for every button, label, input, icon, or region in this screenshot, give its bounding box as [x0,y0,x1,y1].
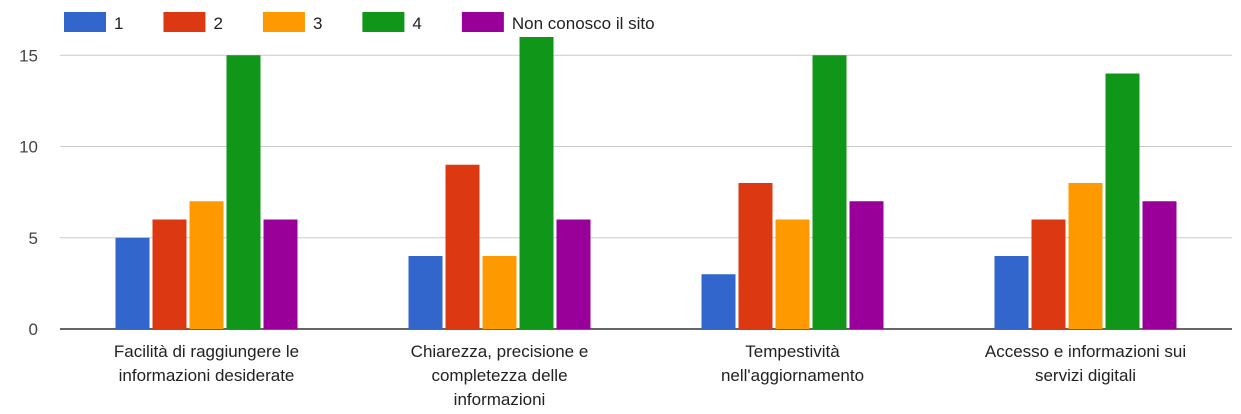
y-axis: 0 5 10 15 [19,46,38,339]
legend-swatch [262,12,305,32]
legend-item: 2 [163,12,223,33]
x-category-label: Facilità di raggiungere le informazioni d… [114,342,299,385]
legend: 1 2 3 4 Non conosco il sito [64,12,655,33]
legend-item: Non conosco il sito [461,12,655,33]
x-axis: Facilità di raggiungere le informazioni d… [114,342,1186,409]
legend-swatch [64,12,106,32]
bar-series-3-cat-2 [482,256,517,329]
bar-series-non-conosco-il-sito-cat-3 [849,201,884,329]
legend-swatch [461,12,504,32]
bar-series-1-cat-2 [408,256,443,329]
bar-series-non-conosco-il-sito-cat-4 [1142,201,1177,329]
bar-series-1-cat-3 [701,274,736,329]
x-category-label: Tempestività nell'aggiornamento [721,342,864,385]
bar-series-3-cat-4 [1068,183,1103,329]
legend-label: Non conosco il sito [512,14,655,33]
bar-series-4-cat-4 [1105,73,1140,329]
legend-label: 2 [213,14,222,33]
legend-item: 1 [64,12,123,33]
legend-item: 4 [362,12,422,33]
bar-series-4-cat-3 [812,55,847,329]
bar-series-1-cat-4 [994,256,1029,329]
bar-series-2-cat-2 [445,164,480,329]
legend-swatch [362,12,405,32]
bar-series-non-conosco-il-sito-cat-2 [556,219,591,329]
y-tick-label: 0 [29,320,38,339]
bar-series-1-cat-1 [115,237,150,329]
bar-series-4-cat-1 [226,55,261,329]
bars [115,37,1177,329]
bar-series-2-cat-4 [1031,219,1066,329]
legend-item: 3 [262,12,322,33]
legend-label: 4 [412,14,421,33]
bar-series-2-cat-1 [152,219,187,329]
legend-label: 3 [313,14,322,33]
legend-label: 1 [114,14,123,33]
y-tick-label: 10 [19,138,38,157]
y-tick-label: 15 [19,46,38,65]
bar-series-4-cat-2 [519,37,554,329]
x-category-label: Chiarezza, precisione e completezza delle… [411,342,589,409]
y-tick-label: 5 [29,229,38,248]
x-category-label: Accesso e informazioni sui servizi digita… [985,342,1186,385]
bar-series-2-cat-3 [738,183,773,329]
bar-series-3-cat-3 [775,219,810,329]
legend-swatch [163,12,206,32]
bar-series-non-conosco-il-sito-cat-1 [263,219,298,329]
bar-series-3-cat-1 [189,201,224,329]
